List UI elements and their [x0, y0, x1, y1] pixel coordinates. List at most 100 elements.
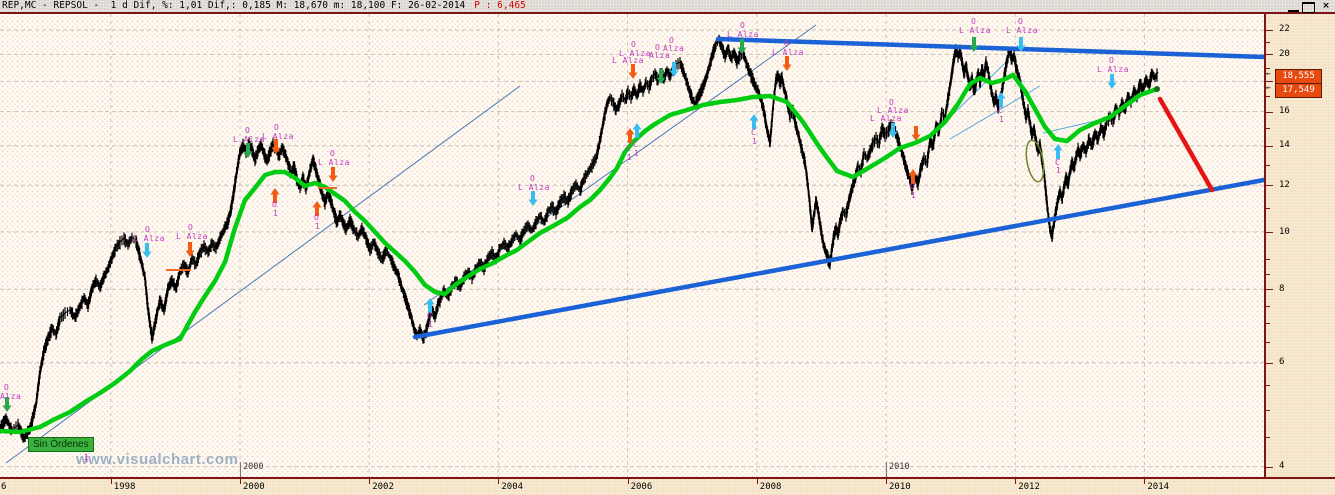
- signal-arrow-down-icon[interactable]: [2, 397, 12, 412]
- year-tick: [369, 479, 371, 484]
- price-tick: [1266, 164, 1270, 166]
- price-series-candles: [0, 34, 1158, 443]
- signal-arrow-down-icon[interactable]: [1107, 74, 1117, 89]
- signal-arrow-up-icon[interactable]: [749, 114, 759, 129]
- signal-arrow-down-icon[interactable]: [328, 167, 338, 182]
- price-tick-label: 12: [1279, 179, 1290, 190]
- ma-price-pointer-icon: ←: [1266, 82, 1271, 92]
- signal-label: O: [655, 43, 660, 52]
- signal-label: L Alza: [1006, 26, 1038, 35]
- signal-label: O: [971, 17, 976, 26]
- signal-arrow-down-icon[interactable]: [628, 64, 638, 79]
- status-badge-sin-ordenes[interactable]: Sin Órdenes: [28, 437, 94, 452]
- signal-arrow-down-icon[interactable]: [528, 191, 538, 206]
- signal-arrow-down-icon[interactable]: [142, 243, 152, 258]
- signal-label: L Alza: [262, 132, 294, 141]
- signal-arrow-up-icon[interactable]: [270, 188, 280, 203]
- signal-arrow-down-icon[interactable]: [888, 123, 898, 138]
- signal-arrow-down-icon[interactable]: [911, 126, 921, 141]
- price-tick: [1266, 128, 1270, 130]
- signal-arrow-up-icon[interactable]: [632, 123, 642, 138]
- decade-tick: [240, 462, 241, 477]
- time-axis[interactable]: 1998 2000 2002 2004 2006 2008 2010 2012 2014 6: [0, 477, 1335, 495]
- signal-arrow-down-icon[interactable]: [243, 143, 253, 158]
- signal-label: O: [4, 383, 9, 392]
- signal-label: O: [530, 174, 535, 183]
- year-tick-label: 2008: [759, 482, 782, 492]
- year-tick-label: 2010: [889, 482, 911, 492]
- year-tick: [1015, 479, 1017, 484]
- signal-label: O: [245, 126, 250, 135]
- signal-label: L Alza: [772, 48, 804, 57]
- year-tick-label: 2006: [630, 482, 653, 492]
- signal-label: O: [1109, 56, 1114, 65]
- signal-label: O: [740, 21, 745, 30]
- symbol-info-text: REP,MC - REPSOL - 1 d Dif, %: 1,01 Dif,:…: [2, 1, 526, 11]
- signal-arrow-down-icon[interactable]: [1016, 37, 1026, 52]
- price-tick-label: 6: [1279, 357, 1285, 368]
- signal-arrow-down-icon[interactable]: [669, 62, 679, 77]
- signal-arrow-down-icon[interactable]: [185, 242, 195, 257]
- close-button[interactable]: ×: [1322, 1, 1330, 11]
- signal-label: 1: [634, 149, 639, 158]
- signal-arrow-up-icon[interactable]: [1053, 144, 1063, 159]
- signal-label: O: [889, 98, 894, 107]
- price-tick: [1266, 362, 1273, 364]
- red-projection-line[interactable]: [1157, 96, 1215, 193]
- year-tick-label: 2012: [1018, 482, 1040, 492]
- signal-label: L Alza: [1097, 65, 1129, 74]
- moving-average-line: [0, 72, 1160, 435]
- signal-label: O: [274, 123, 279, 132]
- signal-label: L Alza: [612, 56, 644, 65]
- signal-arrow-up-icon[interactable]: [908, 169, 918, 184]
- price-tick-label: 10: [1279, 226, 1290, 237]
- signal-label: L Alza: [176, 232, 208, 241]
- ma-value-marker: 17,549: [1275, 83, 1322, 98]
- symbol-quote-text: REP,MC - REPSOL - 1 d Dif, %: 1,01 Dif,:…: [2, 0, 466, 11]
- price-tick: [1266, 232, 1273, 233]
- year-tick: [886, 479, 887, 484]
- highlight-ellipse[interactable]: [1023, 139, 1046, 183]
- upper-trendline[interactable]: [715, 36, 1264, 60]
- year-tick: [240, 479, 241, 484]
- year-tick-label: 2014: [1147, 482, 1170, 492]
- signal-label: 1: [752, 137, 757, 146]
- last-price-marker: 18,555: [1275, 69, 1322, 84]
- signal-arrow-up-icon[interactable]: [425, 298, 435, 313]
- year-tick-label: 1998: [113, 482, 136, 492]
- signal-arrow-down-icon[interactable]: [737, 39, 747, 54]
- signal-arrow-down-icon[interactable]: [271, 139, 281, 154]
- signal-label: C: [633, 140, 638, 149]
- decade-tick: [886, 462, 887, 477]
- signal-label: 1: [627, 153, 632, 162]
- lower-trendline[interactable]: [412, 177, 1264, 340]
- signal-arrow-up-icon[interactable]: [625, 128, 635, 143]
- price-tick: [1266, 81, 1273, 83]
- signal-label: C: [751, 128, 756, 137]
- signal-arrow-down-icon[interactable]: [782, 56, 792, 71]
- signal-arrow-down-icon[interactable]: [969, 37, 979, 52]
- price-tick-label: 14: [1279, 140, 1290, 151]
- minimize-button[interactable]: [1288, 2, 1299, 12]
- price-tick-label: 4: [1279, 461, 1285, 472]
- price-tick: [1266, 258, 1270, 260]
- price-tick-label: 20: [1279, 48, 1290, 59]
- signal-arrow-up-icon[interactable]: [312, 201, 322, 216]
- signal-label: O: [631, 40, 636, 49]
- signal-label: L Alza: [619, 49, 651, 58]
- maximize-button[interactable]: [1302, 2, 1315, 13]
- signal-label: O: [330, 149, 335, 158]
- signal-arrow-up-icon[interactable]: [996, 92, 1006, 107]
- signal-label: Alza: [649, 51, 670, 60]
- year-tick: [1144, 479, 1146, 484]
- signal-label: L Alza: [233, 135, 265, 144]
- visualchart-watermark: www.visualchart.com: [76, 451, 239, 468]
- signal-arrow-down-icon[interactable]: [656, 69, 666, 84]
- price-tick: [1266, 289, 1273, 291]
- signal-label: L Alza: [877, 106, 909, 115]
- signal-label: O: [910, 182, 915, 191]
- price-tick: [1266, 67, 1270, 69]
